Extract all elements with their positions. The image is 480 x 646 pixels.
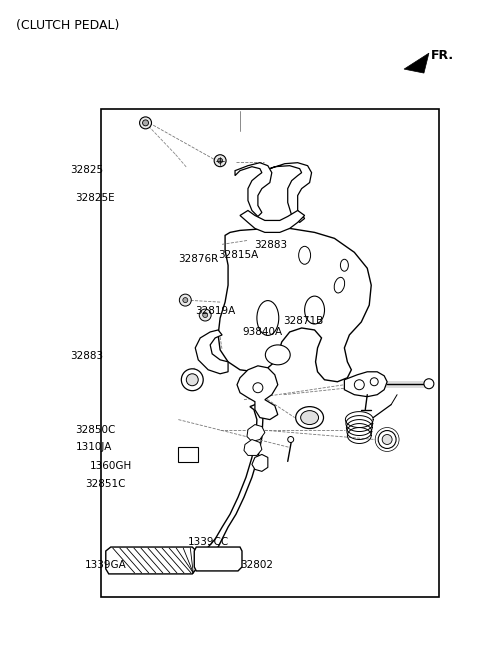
Text: 32871B: 32871B (283, 316, 323, 326)
Polygon shape (404, 53, 429, 73)
Polygon shape (106, 547, 196, 574)
Text: 32850C: 32850C (75, 425, 116, 435)
Text: (CLUTCH PEDAL): (CLUTCH PEDAL) (16, 19, 120, 32)
Polygon shape (247, 424, 265, 441)
Text: 32876R: 32876R (178, 254, 218, 264)
Text: FR.: FR. (431, 49, 454, 62)
Text: 32819A: 32819A (195, 306, 235, 316)
Text: 93840A: 93840A (242, 327, 283, 337)
Circle shape (214, 155, 226, 167)
Text: 1339CC: 1339CC (188, 537, 229, 547)
Text: 1360GH: 1360GH (90, 461, 132, 472)
Polygon shape (235, 163, 272, 216)
Polygon shape (194, 547, 242, 571)
Text: 32883: 32883 (71, 351, 104, 360)
Text: 32825: 32825 (71, 165, 104, 176)
Text: 32883: 32883 (254, 240, 288, 250)
Circle shape (143, 120, 148, 126)
Circle shape (186, 374, 198, 386)
Circle shape (382, 435, 392, 444)
Ellipse shape (334, 277, 345, 293)
Circle shape (180, 294, 192, 306)
Polygon shape (237, 366, 278, 420)
Ellipse shape (296, 406, 324, 428)
Ellipse shape (305, 296, 324, 324)
Circle shape (217, 158, 223, 163)
Text: 1339GA: 1339GA (85, 559, 127, 570)
Bar (179, 448, 198, 463)
Ellipse shape (257, 300, 279, 335)
Ellipse shape (299, 246, 311, 264)
Circle shape (140, 117, 152, 129)
Ellipse shape (265, 345, 290, 365)
Polygon shape (344, 372, 387, 397)
Polygon shape (240, 211, 305, 233)
Bar (101, 109, 439, 597)
Ellipse shape (340, 259, 348, 271)
Text: 32802: 32802 (240, 559, 273, 570)
Circle shape (424, 379, 434, 389)
Polygon shape (244, 439, 262, 455)
Circle shape (370, 378, 378, 386)
Circle shape (253, 382, 263, 393)
Polygon shape (208, 404, 263, 551)
Circle shape (378, 430, 396, 448)
Text: 32825E: 32825E (75, 193, 115, 203)
Text: 1310JA: 1310JA (75, 442, 112, 452)
Polygon shape (252, 454, 268, 472)
Circle shape (288, 437, 294, 443)
Circle shape (181, 369, 203, 391)
Circle shape (354, 380, 364, 390)
Polygon shape (218, 229, 371, 382)
Ellipse shape (300, 411, 319, 424)
Circle shape (203, 313, 208, 318)
Text: 32851C: 32851C (85, 479, 125, 488)
Text: 32815A: 32815A (218, 250, 259, 260)
Circle shape (183, 298, 188, 302)
Polygon shape (270, 163, 312, 222)
Polygon shape (195, 330, 228, 374)
Circle shape (199, 309, 211, 321)
